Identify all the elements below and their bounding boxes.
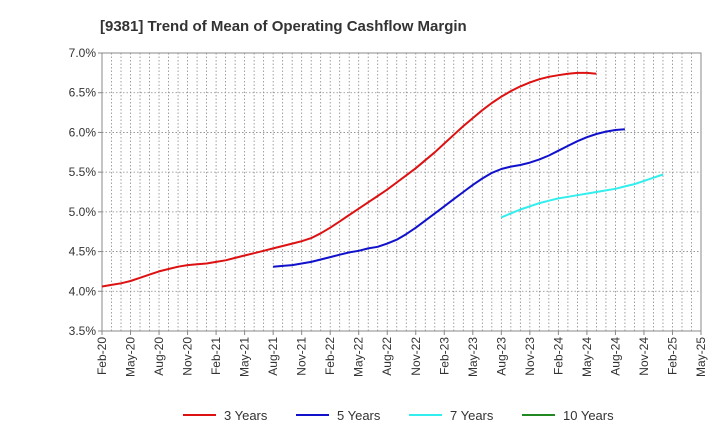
x-tick-label: Nov-20	[181, 337, 195, 376]
x-tick-label: Feb-22	[323, 337, 337, 375]
plot-area	[101, 52, 702, 332]
x-tick-label: May-25	[694, 337, 708, 377]
series-line-3-years	[101, 71, 597, 288]
legend: 3 Years 5 Years 7 Years 10 Years	[183, 408, 614, 423]
legend-label-3-years: 3 Years	[224, 408, 268, 423]
y-tick-label: 4.5%	[69, 245, 97, 259]
x-tick-label: Nov-21	[295, 337, 309, 376]
series-lines	[101, 71, 664, 288]
y-axis: 3.5% 4.0% 4.5% 5.0% 5.5% 6.0% 6.5% 7.0%	[69, 46, 102, 338]
y-tick-label: 4.0%	[69, 284, 97, 298]
x-tick-label: Feb-23	[437, 337, 451, 375]
x-tick-label: Feb-20	[95, 337, 109, 375]
x-tick-label: May-22	[352, 337, 366, 377]
y-tick-label: 3.5%	[69, 324, 97, 338]
y-tick-label: 7.0%	[69, 46, 97, 60]
x-tick-label: Aug-22	[380, 337, 394, 376]
x-tick-label: May-21	[238, 337, 252, 377]
x-tick-label: Aug-23	[494, 337, 508, 376]
legend-label-7-years: 7 Years	[450, 408, 494, 423]
series-line-7-years	[500, 173, 664, 219]
series-line-5-years	[273, 128, 625, 268]
x-tick-label: May-24	[580, 337, 594, 377]
x-tick-label: May-20	[124, 337, 138, 377]
chart-title: [9381] Trend of Mean of Operating Cashfl…	[100, 18, 467, 35]
legend-label-10-years: 10 Years	[563, 408, 614, 423]
y-tick-label: 6.0%	[69, 125, 97, 139]
y-tick-label: 5.5%	[69, 165, 97, 179]
x-tick-label: Aug-24	[608, 337, 622, 376]
x-tick-label: Feb-25	[665, 337, 679, 375]
x-tick-label: Nov-24	[637, 337, 651, 376]
x-tick-label: Aug-21	[266, 337, 280, 376]
x-tick-label: Aug-20	[152, 337, 166, 376]
x-tick-label: May-23	[466, 337, 480, 377]
x-tick-label: Feb-24	[551, 337, 565, 375]
y-tick-label: 6.5%	[69, 86, 97, 100]
x-axis: Feb-20 May-20 Aug-20 Nov-20 Feb-21 May-21 Aug-…	[95, 331, 708, 377]
y-tick-label: 5.0%	[69, 205, 97, 219]
legend-label-5-years: 5 Years	[337, 408, 381, 423]
grid	[102, 53, 701, 331]
x-tick-label: Nov-23	[523, 337, 537, 376]
x-tick-label: Nov-22	[409, 337, 423, 376]
x-tick-label: Feb-21	[209, 337, 223, 375]
